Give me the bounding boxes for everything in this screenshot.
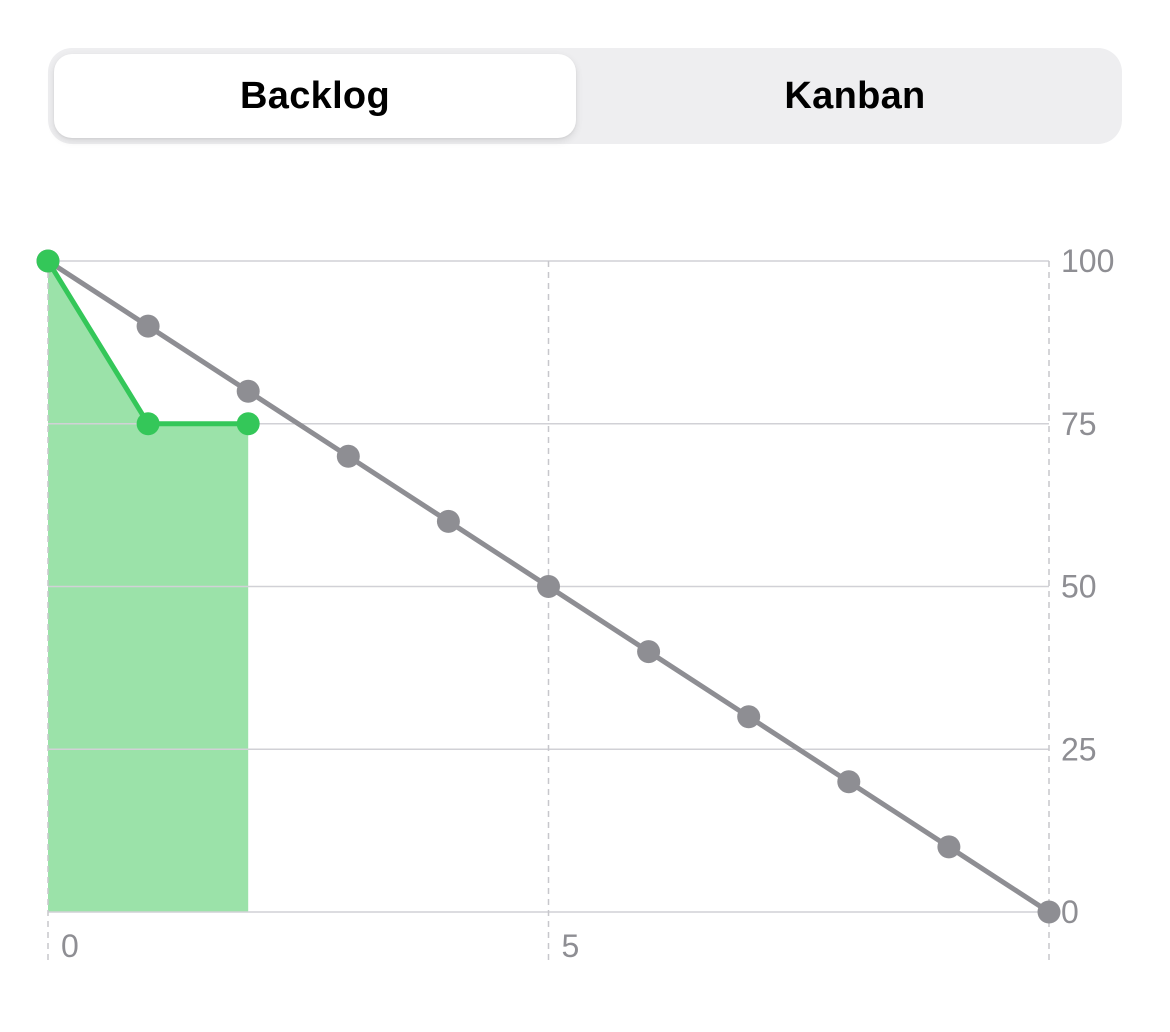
x-tick-label: 0 [61, 928, 79, 964]
segment-kanban[interactable]: Kanban [784, 74, 926, 117]
y-tick-label: 75 [1061, 406, 1097, 442]
series-0-point [737, 705, 761, 729]
y-tick-label: 25 [1061, 731, 1097, 767]
series-1-point [36, 249, 60, 273]
series-0-point [1037, 900, 1061, 924]
y-tick-label: 50 [1061, 569, 1097, 605]
y-tick-label: 100 [1061, 243, 1114, 279]
series-1-line [45, 258, 251, 427]
series-0-point [236, 379, 260, 403]
series-0-point [436, 509, 460, 533]
series-0-point [837, 770, 861, 794]
series-0-point [637, 640, 661, 664]
series-0-point [36, 249, 60, 273]
series-0-point [937, 835, 961, 859]
x-tick-label: 5 [562, 928, 580, 964]
series-1-point [236, 412, 260, 436]
series-1-area [48, 261, 249, 912]
series-0-line [45, 258, 1052, 915]
series-1-point [136, 412, 160, 436]
series-0-point [537, 575, 560, 598]
series-0-point [136, 314, 160, 338]
series-0-point [336, 444, 360, 468]
segment-backlog[interactable]: Backlog [54, 54, 576, 138]
y-tick-label: 0 [1061, 894, 1079, 930]
view-segmented-control: Backlog Kanban [48, 48, 1122, 144]
